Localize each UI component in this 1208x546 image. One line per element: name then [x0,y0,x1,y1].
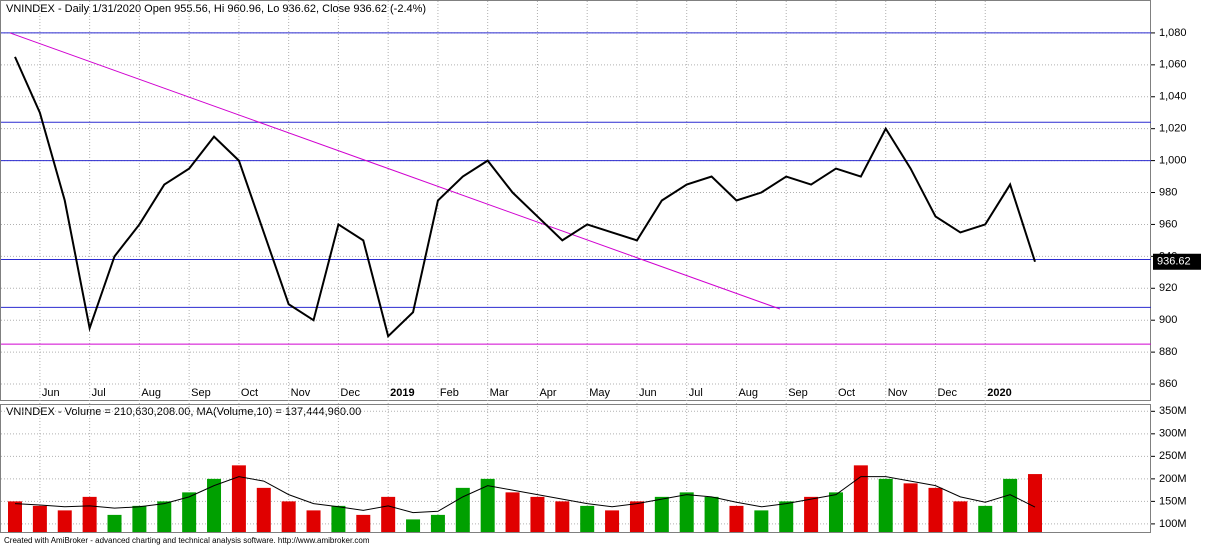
volume-bar [480,478,495,532]
x-tick-label: Mar [490,387,509,399]
y-tick-label: 960 [1159,218,1177,230]
volume-bar [555,501,570,532]
x-tick-label: Jul [689,387,703,399]
volume-bar [32,505,47,532]
y-tick-label: 350M [1159,405,1187,417]
x-tick-label: Nov [291,387,311,399]
y-tick-label: 880 [1159,346,1177,358]
volume-bar [281,501,296,532]
x-tick-label: 2020 [987,387,1011,399]
volume-bar [331,505,346,532]
x-tick-label: Dec [340,387,360,399]
volume-bar [729,505,744,532]
volume-bar [530,496,545,532]
price-title: VNINDEX - Daily 1/31/2020 Open 955.56, H… [6,3,426,15]
last-price-label: 936.62 [1157,256,1191,268]
volume-bar [82,496,97,532]
volume-bar [953,501,968,532]
volume-bar [306,510,321,532]
y-tick-label: 1,020 [1159,123,1187,135]
x-tick-label: 2019 [390,387,414,399]
volume-bar [505,492,520,532]
y-tick-label: 1,040 [1159,91,1187,103]
y-tick-label: 200M [1159,473,1187,485]
trend-line [9,32,781,310]
volume-bar [207,478,222,532]
volume-bar [231,465,246,532]
x-tick-label: Jul [92,387,106,399]
volume-bar [679,492,694,532]
volume-bar [754,510,769,532]
volume-bar [878,478,893,532]
volume-bar [580,505,595,532]
volume-bar [132,505,147,532]
y-tick-label: 920 [1159,282,1177,294]
volume-bar [828,492,843,532]
volume-bar [182,492,197,532]
volume-bar [928,487,943,532]
volume-bar [107,514,122,532]
x-tick-label: Jun [42,387,60,399]
volume-bar [978,505,993,532]
y-tick-label: 1,000 [1159,155,1187,167]
price-pane [0,0,1151,401]
volume-bar [654,496,669,532]
volume-bar [8,501,22,532]
volume-ma-line [14,476,1036,514]
volume-bar [406,519,421,532]
y-tick-label: 980 [1159,186,1177,198]
x-tick-label: Apr [539,387,556,399]
volume-bar [381,496,396,532]
volume-bar [779,501,794,532]
volume-bar [256,487,271,532]
y-tick-label: 250M [1159,450,1187,462]
x-tick-label: Feb [440,387,459,399]
x-tick-label: Aug [738,387,758,399]
y-tick-label: 1,060 [1159,59,1187,71]
x-tick-label: May [589,387,610,399]
last-price-badge [1153,253,1201,270]
price-line [14,56,1036,339]
volume-bar [704,496,719,532]
volume-bar [157,501,172,532]
y-tick-label: 860 [1159,378,1177,390]
x-tick-label: Nov [888,387,908,399]
volume-bar [804,496,819,532]
volume-bar [903,483,918,532]
x-tick-label: Oct [241,387,258,399]
volume-bar [356,514,371,532]
y-tick-label: 100M [1159,518,1187,530]
footer: Created with AmiBroker - advanced charti… [4,536,370,545]
y-tick-label: 1,080 [1159,27,1187,39]
volume-title: VNINDEX - Volume = 210,630,208.00, MA(Vo… [6,406,361,418]
x-tick-label: Oct [838,387,855,399]
volume-bar [1003,478,1018,532]
y-tick-label: 300M [1159,428,1187,440]
volume-bar [605,510,620,532]
x-tick-label: Sep [191,387,211,399]
x-tick-label: Sep [788,387,808,399]
volume-bar [430,514,445,532]
volume-bar [853,465,868,532]
x-tick-label: Jun [639,387,657,399]
y-tick-label: 150M [1159,495,1187,507]
volume-bar [57,510,72,532]
x-tick-label: Dec [937,387,957,399]
volume-bar [1028,474,1042,532]
x-tick-label: Aug [141,387,161,399]
y-tick-label: 900 [1159,314,1177,326]
volume-pane [0,404,1151,533]
volume-bar [629,501,644,532]
